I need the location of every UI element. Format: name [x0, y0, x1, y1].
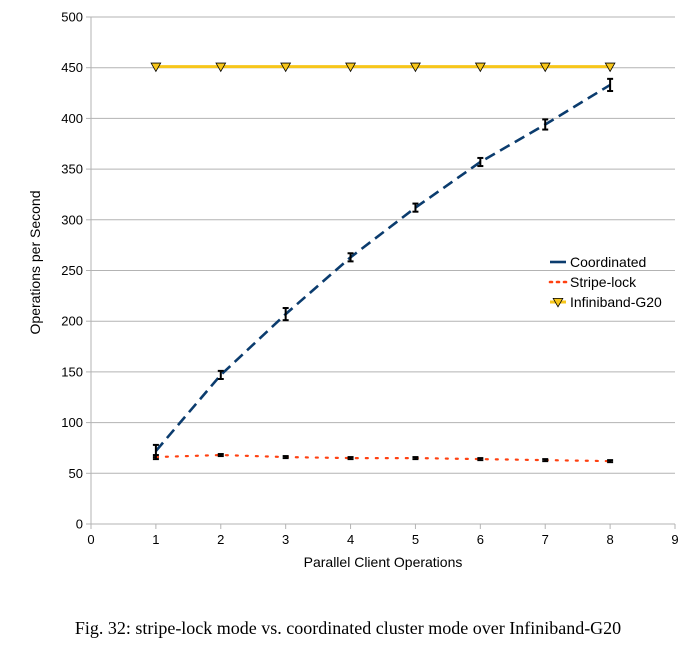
- series-line: [154, 453, 612, 463]
- error-bar: [542, 118, 549, 131]
- axes: [86, 16, 676, 529]
- legend-label: Stripe-lock: [570, 274, 637, 290]
- legend-item: Infiniband-G20: [550, 294, 662, 310]
- y-tick-label: 50: [69, 466, 83, 481]
- data-point-marker: [604, 62, 616, 73]
- legend-label: Infiniband-G20: [570, 294, 662, 310]
- data-point-marker: [215, 62, 227, 73]
- data-point-marker: [345, 62, 357, 73]
- y-tick-label: 250: [61, 263, 83, 278]
- x-tick-label: 6: [477, 532, 484, 547]
- legend-item: Coordinated: [550, 254, 646, 270]
- error-bar: [282, 455, 289, 460]
- series-coordinated: [152, 77, 614, 459]
- y-tick-label: 100: [61, 415, 83, 430]
- error-bar: [477, 457, 484, 462]
- legend: Coordinated Stripe-lock Infiniband-G20: [548, 254, 662, 310]
- x-tick-label: 5: [412, 532, 419, 547]
- legend-item: Stripe-lock: [548, 274, 637, 290]
- error-bar: [282, 307, 289, 322]
- y-tick-label: 200: [61, 314, 83, 329]
- y-tick-label: 500: [61, 10, 83, 25]
- error-bar: [607, 77, 614, 93]
- y-tick-label: 400: [61, 111, 83, 126]
- x-tick-label: 3: [282, 532, 289, 547]
- error-bar: [412, 456, 419, 461]
- series-infiniband-g20: [150, 62, 616, 73]
- error-bar: [217, 453, 224, 458]
- error-bar: [347, 252, 354, 263]
- x-tick-label: 4: [347, 532, 354, 547]
- error-bar: [542, 458, 549, 463]
- x-tick-label: 2: [217, 532, 224, 547]
- y-tick-labels: 0 50 100 150 200 250 300 350 400 450 500: [61, 10, 83, 532]
- chart: 0 50 100 150 200 250 300 350 400 450 500 0 1 2 3 4 5 6 7 8…: [27, 10, 679, 571]
- figure-caption: Fig. 32: stripe-lock mode vs. coordinate…: [74, 618, 622, 638]
- error-bar: [412, 202, 419, 213]
- error-bar: [347, 456, 354, 461]
- legend-marker: [552, 297, 564, 308]
- data-point-marker: [474, 62, 486, 73]
- y-tick-label: 350: [61, 162, 83, 177]
- series-line: [154, 83, 611, 452]
- series-stripe-lock: [152, 453, 614, 464]
- x-tick-label: 1: [152, 532, 159, 547]
- x-tick-labels: 0 1 2 3 4 5 6 7 8 9: [87, 532, 678, 547]
- y-tick-label: 300: [61, 212, 83, 227]
- x-tick-label: 7: [542, 532, 549, 547]
- data-point-marker: [280, 62, 292, 73]
- y-tick-label: 450: [61, 60, 83, 75]
- y-axis-title: Operations per Second: [27, 191, 43, 335]
- x-axis-title: Parallel Client Operations: [304, 554, 463, 570]
- grid-lines: [91, 16, 675, 474]
- data-point-marker: [409, 62, 421, 73]
- series: [150, 62, 616, 464]
- error-bar: [607, 459, 614, 464]
- error-bar: [152, 454, 159, 461]
- error-bar: [477, 156, 484, 168]
- y-tick-label: 150: [61, 364, 83, 379]
- legend-label: Coordinated: [570, 254, 646, 270]
- x-tick-label: 8: [606, 532, 613, 547]
- x-tick-label: 0: [87, 532, 94, 547]
- data-point-marker: [150, 62, 162, 73]
- y-tick-label: 0: [76, 517, 83, 532]
- data-point-marker: [539, 62, 551, 73]
- error-bar: [217, 369, 224, 380]
- x-tick-label: 9: [671, 532, 678, 547]
